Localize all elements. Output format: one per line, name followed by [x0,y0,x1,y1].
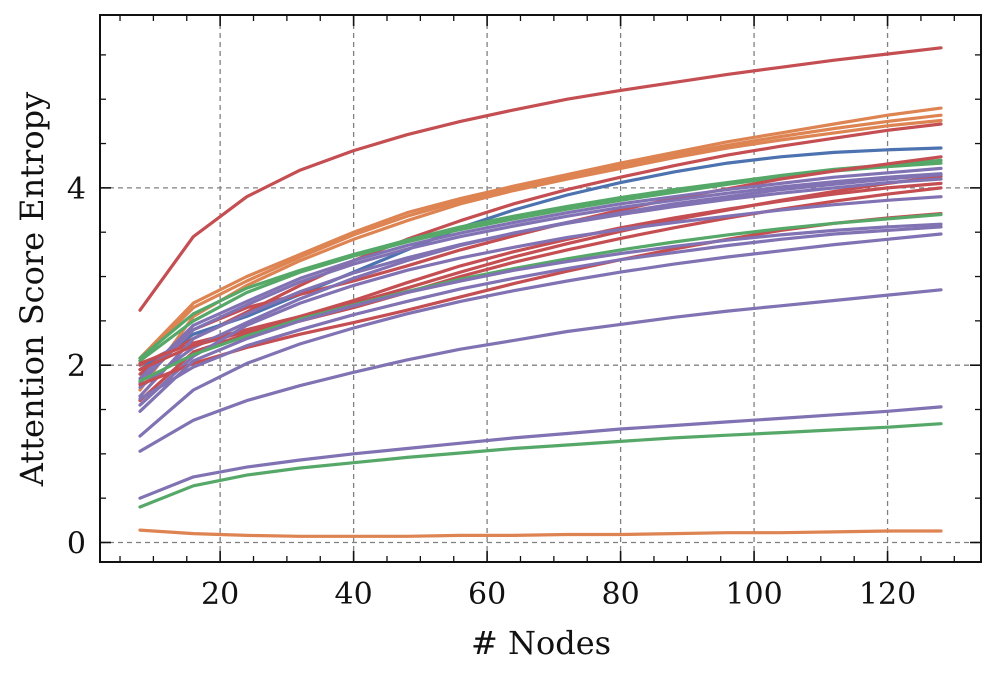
series-line-purple-5 [138,195,943,407]
series-line-orange-3 [138,118,943,392]
series-line-green-3 [138,212,943,383]
series-line-purple-4 [138,177,943,398]
series-line-green-4 [138,422,943,509]
series-line-purple-10 [138,405,943,500]
series-line-orange-low [138,528,943,538]
x-tick-label-20: 20 [201,577,239,612]
y-tick-label-4: 4 [67,172,86,207]
x-tick-label-40: 40 [335,577,373,612]
y-axis-label: Attention Score Entropy [13,92,51,487]
series-line-orange-2 [138,113,943,363]
series-line-blue-1 [138,146,943,372]
series-line-purple-8 [138,232,943,438]
series-line-green-1 [138,158,943,360]
series-line-purple-6 [138,222,943,413]
series-line-red-4 [138,174,943,365]
major-ticks [100,15,981,562]
y-tick-label-2: 2 [67,349,86,384]
series-line-purple-9 [138,288,943,453]
series-line-purple-2 [138,172,943,385]
series-lines [138,46,943,538]
series-line-orange-1 [138,106,943,360]
x-tick-label-80: 80 [601,577,639,612]
plot-frame [99,14,982,563]
x-tick-label-60: 60 [468,577,506,612]
x-axis-label: # Nodes [471,624,611,662]
series-line-red-2 [138,122,943,367]
grid-lines [100,15,981,562]
x-tick-label-120: 120 [859,577,916,612]
series-line-purple-7 [138,225,943,401]
series-line-purple-1 [138,166,943,381]
y-tick-labels: 0 2 4 [67,172,86,562]
y-tick-label-0: 0 [67,526,86,561]
x-tick-label-100: 100 [725,577,782,612]
series-line-red-top [138,46,943,312]
x-tick-labels: 20 40 60 80 100 120 [201,577,916,612]
